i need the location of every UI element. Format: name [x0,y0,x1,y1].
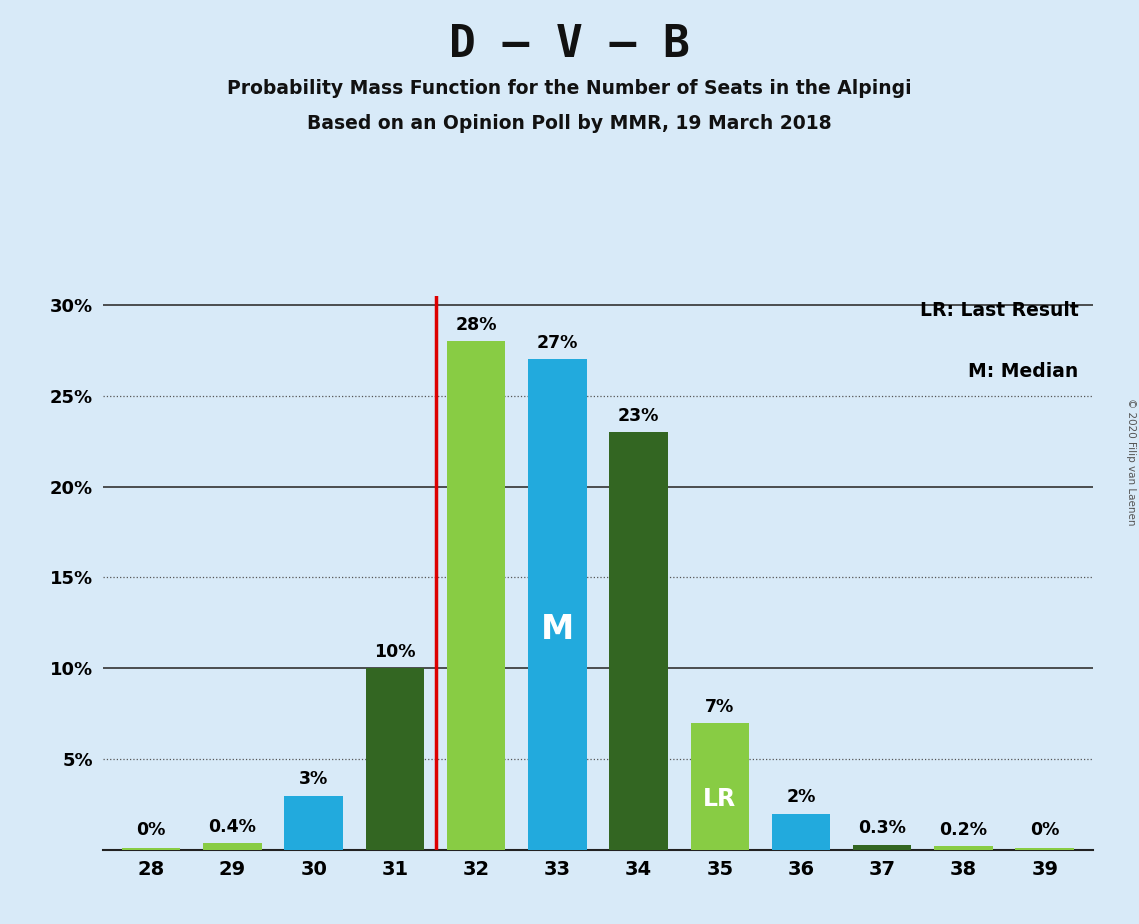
Text: 0%: 0% [1030,821,1059,839]
Text: 27%: 27% [536,334,579,352]
Text: 0.2%: 0.2% [940,821,988,839]
Bar [366,668,424,850]
Text: M: M [541,613,574,646]
Bar [934,846,993,850]
Bar [1016,848,1074,850]
Text: 3%: 3% [300,771,328,788]
Text: 28%: 28% [456,316,497,334]
Text: 0.4%: 0.4% [208,818,256,835]
Bar [690,723,749,850]
Text: M: Median: M: Median [968,362,1079,382]
Text: LR: Last Result: LR: Last Result [920,301,1079,321]
Bar [772,814,830,850]
Text: 0.3%: 0.3% [859,820,907,837]
Text: 23%: 23% [617,407,659,425]
Text: D – V – B: D – V – B [449,23,690,67]
Bar [528,359,587,850]
Bar [285,796,343,850]
Bar [203,843,262,850]
Bar [609,432,667,850]
Bar [446,341,506,850]
Text: 2%: 2% [786,788,816,807]
Bar [853,845,911,850]
Text: Based on an Opinion Poll by MMR, 19 March 2018: Based on an Opinion Poll by MMR, 19 Marc… [308,114,831,133]
Text: 7%: 7% [705,698,735,715]
Text: 10%: 10% [375,643,416,661]
Text: © 2020 Filip van Laenen: © 2020 Filip van Laenen [1125,398,1136,526]
Text: LR: LR [703,787,737,811]
Text: Probability Mass Function for the Number of Seats in the Alpingi: Probability Mass Function for the Number… [227,79,912,98]
Text: 0%: 0% [137,821,166,839]
Bar [122,848,180,850]
